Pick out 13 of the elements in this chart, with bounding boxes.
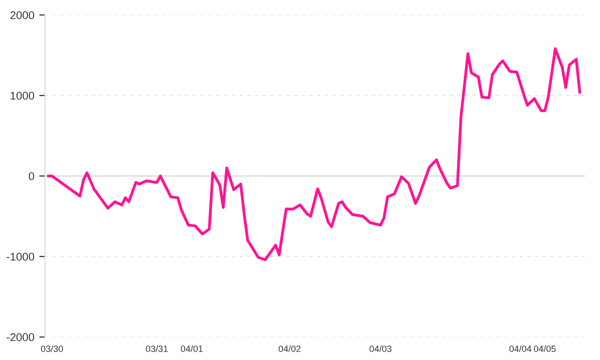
y-tick-label: 0 [28, 172, 34, 180]
y-tick-label: 1000 [10, 92, 34, 100]
line-series [47, 47, 582, 262]
y-tick-label: -1000 [6, 252, 34, 261]
x-tick-label: 04/02 [278, 345, 301, 352]
x-tick-label: 03/31 [146, 345, 168, 352]
x-tick-label: 04/05 [534, 345, 556, 352]
y-tick-label: 2000 [10, 11, 34, 20]
x-tick-label: 04/01 [180, 345, 203, 352]
y-tick-label: -2000 [6, 333, 34, 342]
x-tick-label: 03/30 [41, 345, 63, 352]
x-tick-label: 04/03 [370, 345, 392, 352]
x-tick-label: 04/04 [509, 345, 532, 352]
